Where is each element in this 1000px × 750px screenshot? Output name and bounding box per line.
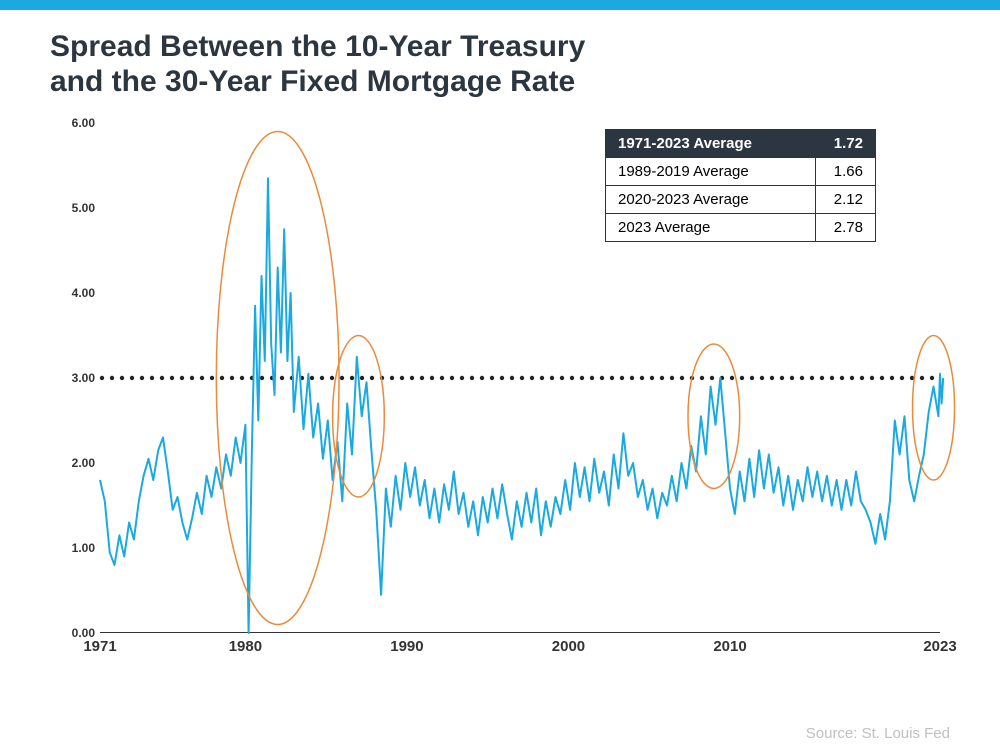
averages-table: 1971-2023 Average1.721989-2019 Average1.… <box>605 129 876 242</box>
averages-value: 1.72 <box>816 130 876 158</box>
source-attribution: Source: St. Louis Fed <box>806 725 950 742</box>
x-tick-label: 2023 <box>923 638 956 655</box>
x-tick-label: 1980 <box>229 638 262 655</box>
accent-bar <box>0 0 1000 10</box>
y-tick-label: 1.00 <box>50 541 95 555</box>
averages-value: 1.66 <box>816 158 876 186</box>
y-tick-label: 6.00 <box>50 116 95 130</box>
averages-label: 2020-2023 Average <box>606 186 816 214</box>
y-tick-label: 3.00 <box>50 371 95 385</box>
averages-value: 2.78 <box>816 214 876 242</box>
averages-label: 1989-2019 Average <box>606 158 816 186</box>
y-tick-label: 2.00 <box>50 456 95 470</box>
averages-label: 1971-2023 Average <box>606 130 816 158</box>
x-tick-label: 2000 <box>552 638 585 655</box>
y-tick-label: 5.00 <box>50 201 95 215</box>
chart-title: Spread Between the 10-Year Treasuryand t… <box>50 30 950 99</box>
averages-value: 2.12 <box>816 186 876 214</box>
averages-row: 2020-2023 Average2.12 <box>606 186 876 214</box>
x-tick-label: 1990 <box>390 638 423 655</box>
averages-row: 1971-2023 Average1.72 <box>606 130 876 158</box>
x-tick-label: 1971 <box>83 638 116 655</box>
chart-area: 1971-2023 Average1.721989-2019 Average1.… <box>50 113 950 673</box>
averages-row: 1989-2019 Average1.66 <box>606 158 876 186</box>
averages-row: 2023 Average2.78 <box>606 214 876 242</box>
chart-container: Spread Between the 10-Year Treasuryand t… <box>0 10 1000 683</box>
y-tick-label: 4.00 <box>50 286 95 300</box>
averages-label: 2023 Average <box>606 214 816 242</box>
x-tick-label: 2010 <box>713 638 746 655</box>
